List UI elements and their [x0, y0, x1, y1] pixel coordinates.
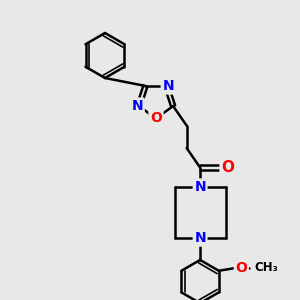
Text: N: N [132, 99, 143, 113]
Text: N: N [194, 231, 206, 245]
Text: O: O [150, 112, 162, 125]
Text: O: O [236, 261, 247, 275]
Text: O: O [221, 160, 234, 175]
Text: N: N [194, 180, 206, 194]
Text: CH₃: CH₃ [254, 261, 278, 274]
Text: N: N [162, 79, 174, 93]
